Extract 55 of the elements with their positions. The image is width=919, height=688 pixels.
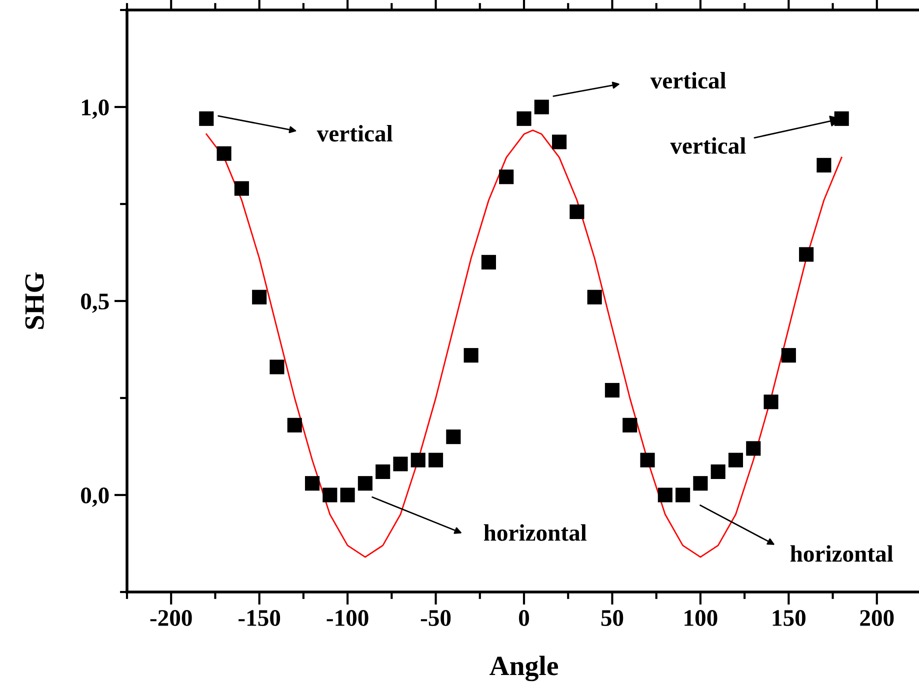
point bbox=[216, 146, 232, 161]
point bbox=[376, 464, 390, 480]
x-tick-label: 50 bbox=[601, 610, 624, 626]
point bbox=[534, 100, 549, 114]
point bbox=[199, 111, 214, 126]
point bbox=[428, 452, 444, 468]
point bbox=[570, 204, 584, 220]
y-tick-label: 0,0 bbox=[81, 487, 109, 507]
point bbox=[322, 488, 338, 502]
point bbox=[693, 476, 708, 491]
x-tick-label: -200 bbox=[150, 610, 192, 626]
annotation: horizontal bbox=[484, 524, 587, 541]
point bbox=[781, 348, 796, 363]
point bbox=[552, 134, 567, 150]
x-axis-title: Angle bbox=[490, 656, 558, 682]
point bbox=[446, 430, 461, 444]
point bbox=[604, 382, 620, 398]
point bbox=[252, 290, 267, 304]
x-tick-label: 100 bbox=[684, 610, 718, 626]
point bbox=[340, 488, 355, 502]
point bbox=[481, 254, 496, 270]
point bbox=[816, 158, 832, 172]
annotation: vertical bbox=[316, 125, 392, 142]
point bbox=[499, 170, 514, 184]
point bbox=[676, 488, 690, 502]
y-tick-label: 1,0 bbox=[82, 99, 109, 119]
point bbox=[640, 452, 655, 468]
point bbox=[587, 290, 602, 304]
annotation: vertical bbox=[670, 137, 746, 154]
point bbox=[710, 464, 726, 480]
x-tick-label: -100 bbox=[326, 610, 368, 626]
point bbox=[358, 476, 372, 491]
point bbox=[622, 418, 638, 432]
point bbox=[516, 111, 532, 126]
y-tick-label: 0,5 bbox=[81, 293, 109, 313]
x-tick-label: 0 bbox=[518, 610, 530, 626]
point bbox=[464, 348, 478, 363]
point bbox=[658, 488, 672, 502]
point bbox=[764, 394, 778, 410]
point bbox=[393, 456, 408, 472]
point bbox=[410, 452, 426, 468]
point bbox=[304, 476, 320, 491]
x-tick-label: -50 bbox=[420, 610, 451, 626]
x-tick-label: 200 bbox=[860, 610, 894, 626]
x-tick-label: -150 bbox=[238, 610, 280, 626]
x-tick-label: 150 bbox=[772, 610, 806, 626]
point bbox=[799, 247, 814, 262]
point bbox=[270, 360, 284, 374]
annotation: vertical bbox=[650, 72, 726, 89]
y-axis-title: SHG bbox=[25, 272, 44, 329]
point bbox=[287, 418, 302, 432]
point bbox=[234, 181, 249, 196]
point bbox=[728, 452, 744, 468]
annotation: horizontal bbox=[790, 545, 894, 562]
point bbox=[746, 441, 761, 456]
